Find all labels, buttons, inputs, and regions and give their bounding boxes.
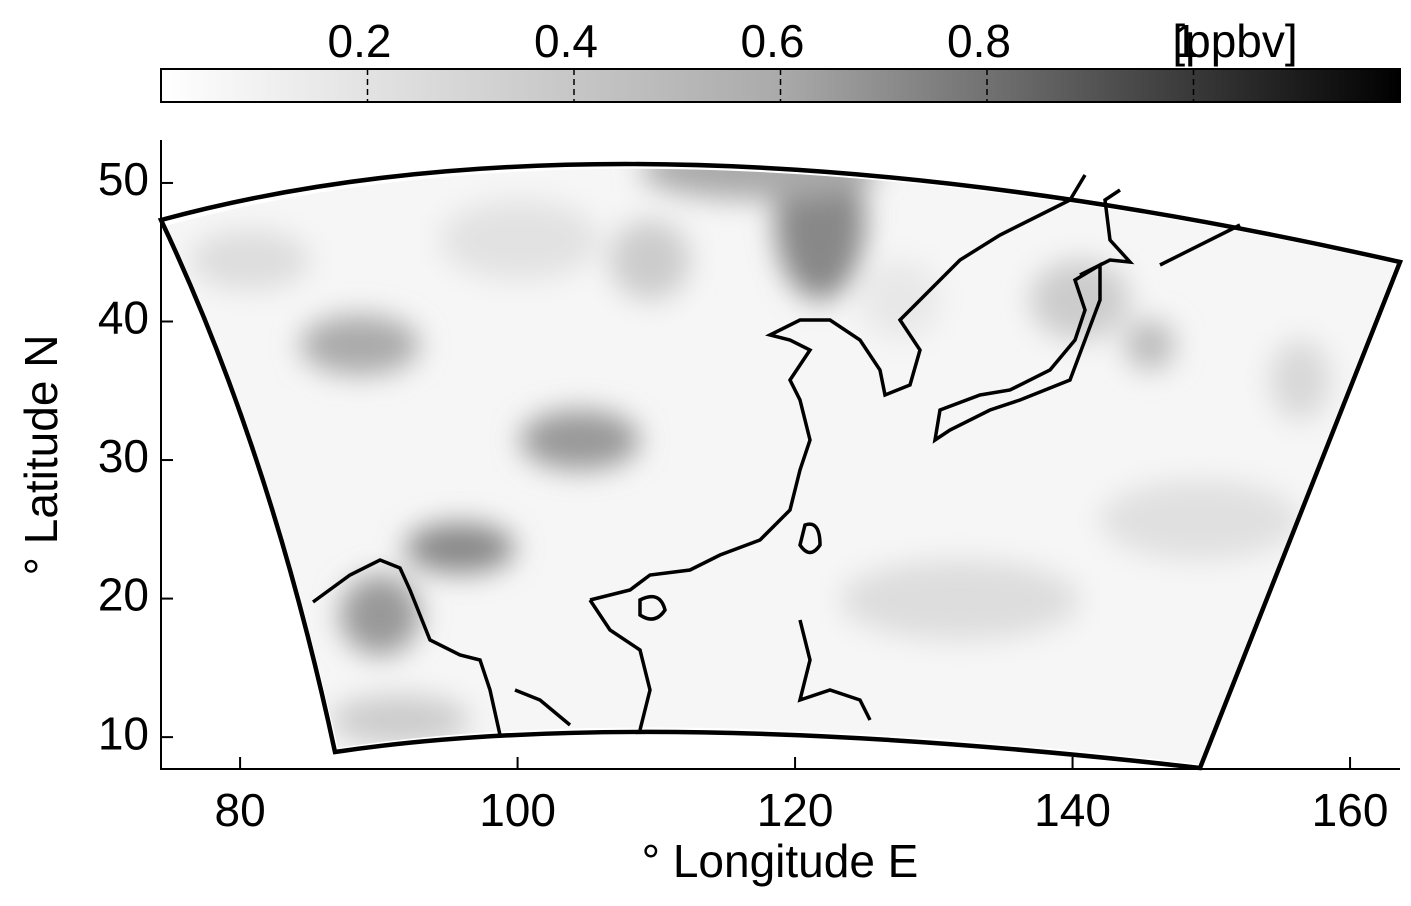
- y-axis-label: ° Latitude N: [15, 335, 67, 576]
- colorbar-tick-label: 1: [1173, 15, 1199, 67]
- colorbar-tick-label: 0.6: [741, 15, 805, 67]
- y-tick-label: 10: [98, 707, 149, 759]
- axes: [160, 140, 1400, 770]
- x-axis-label: ° Longitude E: [642, 835, 919, 887]
- coastline: [311, 174, 1241, 736]
- y-tick-label: 20: [98, 569, 149, 621]
- colorbar-tick-label: 0.8: [947, 15, 1011, 67]
- y-tick-label: 40: [98, 292, 149, 344]
- y-tick-label: 30: [98, 430, 149, 482]
- map-boundary: [157, 161, 1404, 771]
- y-tick-label: 50: [98, 153, 149, 205]
- colorbar-tick-label: 0.2: [328, 15, 392, 67]
- x-tick-label: 100: [479, 784, 556, 836]
- x-tick-label: 160: [1312, 784, 1389, 836]
- colorbar-tick-label: 0.4: [534, 15, 598, 67]
- concentration-field: [165, 168, 1396, 765]
- x-tick-label: 120: [757, 784, 834, 836]
- x-tick-label: 140: [1034, 784, 1111, 836]
- colorbar-unit: [ppbv]: [1172, 15, 1297, 67]
- x-tick-label: 80: [214, 784, 265, 836]
